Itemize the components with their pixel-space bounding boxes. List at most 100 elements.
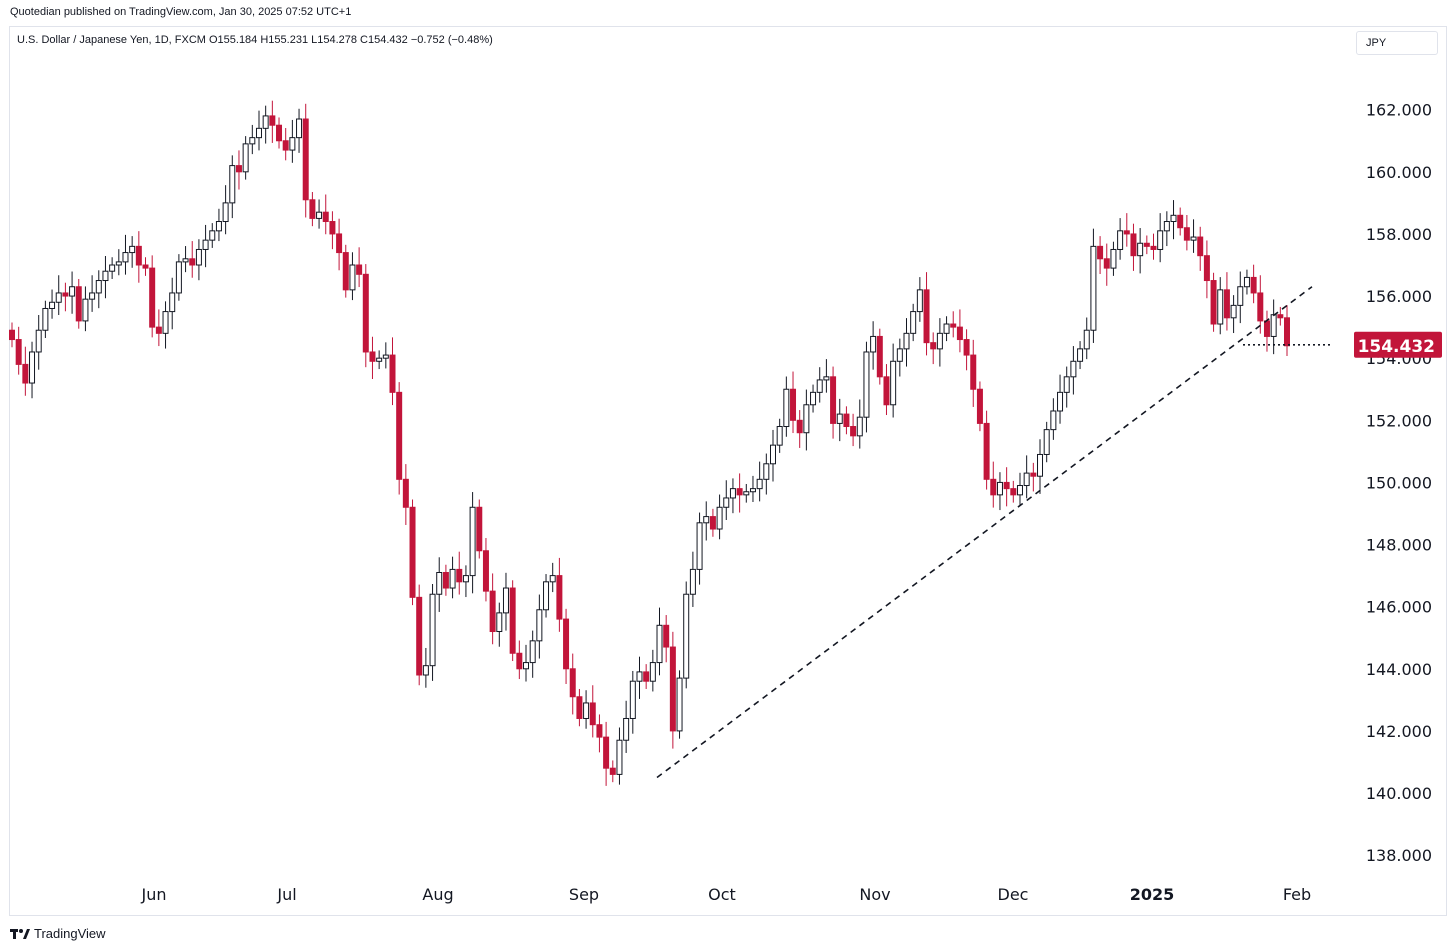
candle-body xyxy=(376,357,383,362)
candle-body xyxy=(569,668,576,698)
candle-body xyxy=(29,351,36,384)
candle-body xyxy=(723,497,730,508)
candle-body xyxy=(182,258,189,263)
candle-body xyxy=(1070,360,1077,378)
candle-body xyxy=(1217,289,1224,325)
footer: TradingView xyxy=(10,926,106,941)
candle-body xyxy=(49,301,56,309)
candle-body xyxy=(549,575,556,583)
candle-body xyxy=(1270,314,1277,337)
x-tick-label: Sep xyxy=(569,885,599,904)
candle-body xyxy=(1050,410,1057,431)
y-tick-label: 150.000 xyxy=(1366,473,1432,492)
candle-body xyxy=(529,640,536,664)
candle-body xyxy=(1137,242,1144,257)
candle-body xyxy=(763,463,770,480)
candle-body xyxy=(1016,485,1023,496)
x-tick-label: Feb xyxy=(1283,885,1311,904)
y-tick-label: 156.000 xyxy=(1366,287,1432,306)
trendline-layer xyxy=(656,286,1330,779)
candle-body xyxy=(736,488,743,496)
candle-body xyxy=(296,118,303,139)
candle-body xyxy=(1077,348,1084,362)
candle-body xyxy=(489,590,496,633)
candle-body xyxy=(1090,245,1097,331)
candle-body xyxy=(903,332,910,350)
candle-body xyxy=(229,165,236,204)
candle-body xyxy=(1157,230,1164,250)
x-tick-label: Jun xyxy=(141,885,167,904)
candle-body xyxy=(1023,472,1030,487)
candle-body xyxy=(596,724,603,738)
candle-body xyxy=(102,270,109,282)
x-tick-label: Jul xyxy=(276,885,296,904)
candles-layer xyxy=(9,100,1290,786)
currency-button[interactable]: JPY xyxy=(1356,31,1438,55)
candle-body xyxy=(242,143,249,173)
candle-body xyxy=(436,572,443,595)
candle-body xyxy=(135,245,142,266)
candle-body xyxy=(749,488,756,493)
candle-body xyxy=(803,404,810,434)
x-tick-label: Dec xyxy=(998,885,1029,904)
y-tick-label: 144.000 xyxy=(1366,660,1432,679)
price-axis: 162.000160.000158.000156.000154.000152.0… xyxy=(1354,101,1442,865)
candle-body xyxy=(82,298,89,322)
candle-body xyxy=(816,379,823,393)
candle-body xyxy=(255,127,262,139)
candle-body xyxy=(302,118,309,201)
candle-body xyxy=(195,248,202,266)
candle-body xyxy=(362,273,369,353)
candle-body xyxy=(1284,317,1290,347)
candle-body xyxy=(583,702,590,719)
candle-body xyxy=(669,646,676,732)
candle-body xyxy=(89,292,96,300)
candle-body xyxy=(649,662,656,682)
y-tick-label: 160.000 xyxy=(1366,163,1432,182)
candle-body xyxy=(629,680,636,719)
candle-body xyxy=(215,221,222,232)
candle-body xyxy=(369,351,376,362)
candle-body xyxy=(896,348,903,362)
candle-body xyxy=(696,522,703,570)
y-tick-label: 158.000 xyxy=(1366,225,1432,244)
candle-body xyxy=(743,491,750,496)
candle-body xyxy=(1177,214,1184,229)
candle-body xyxy=(429,593,436,667)
candle-body xyxy=(189,258,196,266)
candle-body xyxy=(402,478,409,508)
candle-body xyxy=(122,252,129,263)
candle-body xyxy=(175,261,182,294)
candle-body xyxy=(356,264,363,275)
candle-body xyxy=(956,326,963,341)
candle-body xyxy=(823,376,830,381)
candle-body xyxy=(983,422,990,480)
y-tick-label: 162.000 xyxy=(1366,101,1432,120)
tradingview-logo-icon xyxy=(10,928,30,939)
candle-body xyxy=(883,376,890,406)
candle-body xyxy=(162,311,169,334)
candle-body xyxy=(790,388,797,421)
candle-body xyxy=(55,292,62,303)
candle-body xyxy=(389,354,396,393)
candle-body xyxy=(469,506,476,577)
candle-body xyxy=(95,280,102,294)
published-header: Quotedian published on TradingView.com, … xyxy=(10,6,352,18)
x-tick-label: Aug xyxy=(422,885,453,904)
candle-body xyxy=(963,339,970,356)
y-tick-label: 142.000 xyxy=(1366,722,1432,741)
candle-body xyxy=(950,323,957,328)
candle-body xyxy=(462,575,469,583)
candle-body xyxy=(976,388,983,424)
last-price-badge xyxy=(1354,331,1442,358)
candle-body xyxy=(1063,376,1070,393)
candle-body xyxy=(262,115,269,129)
candle-body xyxy=(169,292,176,313)
time-axis: Jun Jul Aug Sep Oct Nov Dec 2025 Feb xyxy=(141,885,1312,904)
candle-body xyxy=(1183,227,1190,241)
candle-body xyxy=(289,137,296,151)
candle-body xyxy=(276,124,283,142)
candle-body xyxy=(970,354,977,390)
candle-body xyxy=(709,516,716,530)
